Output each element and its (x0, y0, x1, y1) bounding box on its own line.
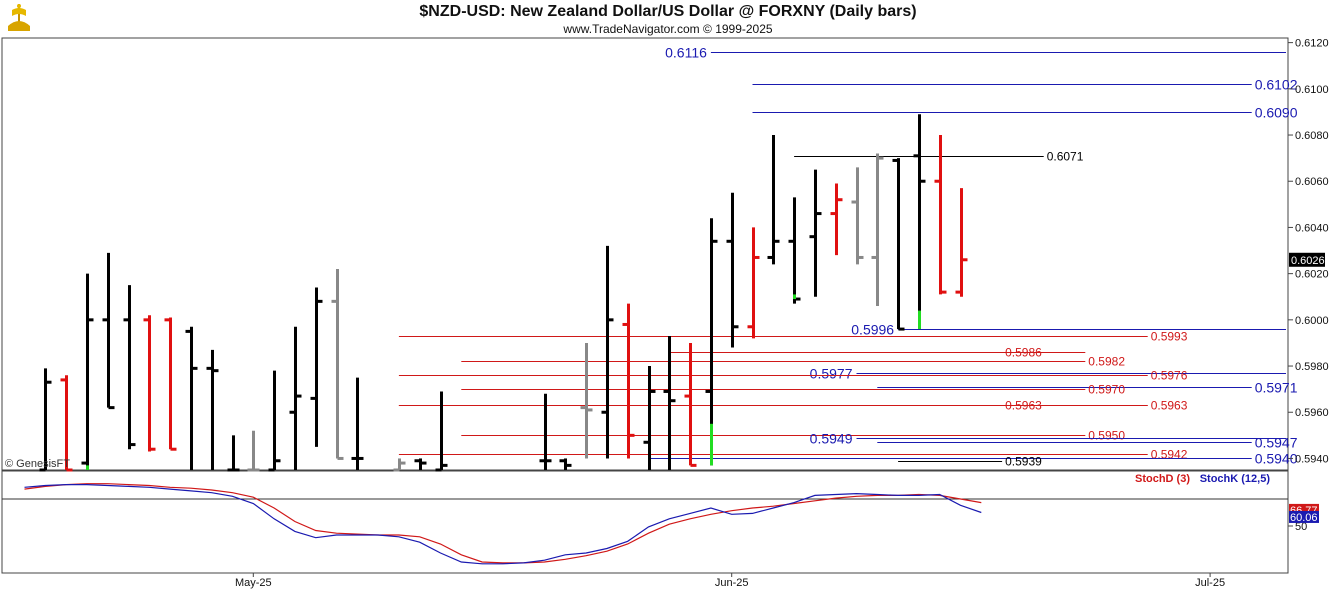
chart-frame (1, 37, 1289, 574)
level-label: 0.5986 (1005, 346, 1042, 360)
price-bar (601, 245, 614, 459)
level-label: 0.5940 (1255, 451, 1298, 467)
y-tick-label: 0.6120 (1295, 38, 1329, 50)
price-bar (351, 377, 364, 470)
level-label: 0.5993 (1151, 330, 1188, 344)
level-label: 0.5963 (1151, 399, 1188, 413)
level-label: 0.5976 (1151, 369, 1188, 383)
level-label: 0.6102 (1255, 77, 1298, 93)
level-label: 0.5996 (851, 322, 894, 338)
price-axis: 0.6120 0.6100 0.6080 0.6060 0.6040 0.6020 0.60… (5, 38, 1329, 470)
stoch-tick-label: 50 (1295, 521, 1307, 533)
price-bar (393, 458, 406, 472)
price-bar (559, 458, 572, 470)
level-label: 0.5947 (1255, 435, 1298, 451)
price-bars (39, 114, 968, 472)
stochK-last-value: 60.06 (1290, 512, 1318, 524)
price-bar (185, 326, 198, 470)
level-label: 0.6116 (665, 45, 707, 61)
price-levels: 0.6116 0.6102 0.6090 0.6071 0.5996 0.5993 0.59… (398, 45, 1298, 469)
price-bar (331, 269, 344, 460)
chart-subtitle: www.TradeNavigator.com © 1999-2025 (563, 22, 773, 36)
level-label: 0.5977 (810, 366, 853, 382)
stochD-line (24, 483, 982, 564)
price-bar (809, 169, 822, 297)
level-label: 0.5982 (1088, 355, 1125, 369)
price-bar (934, 135, 947, 295)
price-bar (622, 303, 635, 459)
price-bar (143, 315, 156, 452)
price-bar (726, 192, 739, 348)
stochastics-panel-border (1, 470, 1289, 574)
level-label: 0.5950 (1088, 429, 1125, 443)
level-label: 0.5942 (1151, 448, 1188, 462)
price-bar (164, 317, 177, 451)
level-label: 0.6071 (1047, 150, 1084, 164)
level-label: 0.6090 (1255, 105, 1298, 121)
y-tick-label: 0.5940 (1295, 453, 1329, 465)
price-bar (663, 336, 676, 470)
price-bar (81, 273, 94, 470)
x-tick-label: Jun-25 (715, 577, 749, 589)
y-tick-label: 0.6080 (1295, 130, 1329, 142)
level-label: 0.5971 (1255, 380, 1298, 396)
watermark: © GenesisFT (5, 458, 70, 470)
y-tick-label: 0.5960 (1295, 407, 1329, 419)
price-bar (892, 158, 905, 331)
y-tick-label: 0.6040 (1295, 222, 1329, 234)
price-bar (268, 370, 281, 472)
y-tick-label: 0.5980 (1295, 361, 1329, 373)
y-tick-label: 0.6100 (1295, 84, 1329, 96)
price-bar (39, 368, 52, 472)
trade-navigator-logo-icon (4, 2, 34, 34)
price-bar (227, 435, 240, 472)
price-bar (435, 391, 448, 472)
price-bar (851, 167, 864, 265)
price-bar (539, 393, 552, 470)
stochD-last-box (1289, 503, 1319, 516)
level-label: 0.5970 (1088, 383, 1125, 397)
price-bar (913, 114, 926, 330)
level-label: 0.5949 (810, 431, 853, 447)
stochK-last-box (1289, 510, 1319, 523)
price-bar (830, 183, 843, 256)
price-bar (310, 287, 323, 447)
price-bar (580, 342, 593, 459)
y-tick-label: 0.6000 (1295, 315, 1329, 327)
stochK-line (24, 484, 982, 565)
x-tick-label: May-25 (235, 577, 272, 589)
date-axis: May-25 Jun-25 Jul-25 (235, 573, 1225, 589)
x-tick-label: Jul-25 (1195, 577, 1225, 589)
last-price-label: 0.6026 (1291, 255, 1325, 267)
price-panel-border (1, 37, 1289, 471)
price-bar (247, 430, 260, 472)
last-price-box (1289, 252, 1325, 267)
y-tick-label: 0.6060 (1295, 176, 1329, 188)
stochD-legend: StochD (3) (1135, 473, 1190, 485)
price-bar (123, 285, 136, 450)
price-bar (871, 153, 884, 306)
price-bar (643, 366, 656, 470)
price-bar (684, 342, 697, 467)
price-bar (955, 188, 968, 297)
price-bar (767, 135, 780, 265)
y-tick-label: 0.6020 (1295, 269, 1329, 281)
stochK-legend: StochK (12,5) (1200, 473, 1271, 485)
price-bar (60, 375, 73, 472)
price-bar (747, 227, 760, 339)
price-bar (102, 252, 115, 410)
chart-title: $NZD-USD: New Zealand Dollar/US Dollar @… (419, 3, 917, 20)
level-label: 0.5939 (1005, 455, 1042, 469)
price-bar (414, 458, 427, 470)
price-bar (206, 349, 219, 470)
price-bar (289, 326, 302, 470)
